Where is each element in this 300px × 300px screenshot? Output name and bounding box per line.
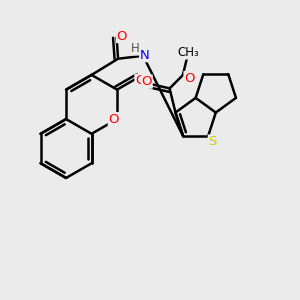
Text: O: O [117, 29, 127, 43]
Text: O: O [184, 72, 195, 85]
Text: S: S [208, 135, 217, 148]
Text: O: O [142, 75, 152, 88]
Text: O: O [108, 112, 119, 126]
Text: N: N [140, 49, 149, 62]
Text: CH₃: CH₃ [178, 46, 200, 59]
Text: O: O [135, 74, 146, 87]
Text: H: H [131, 42, 140, 55]
